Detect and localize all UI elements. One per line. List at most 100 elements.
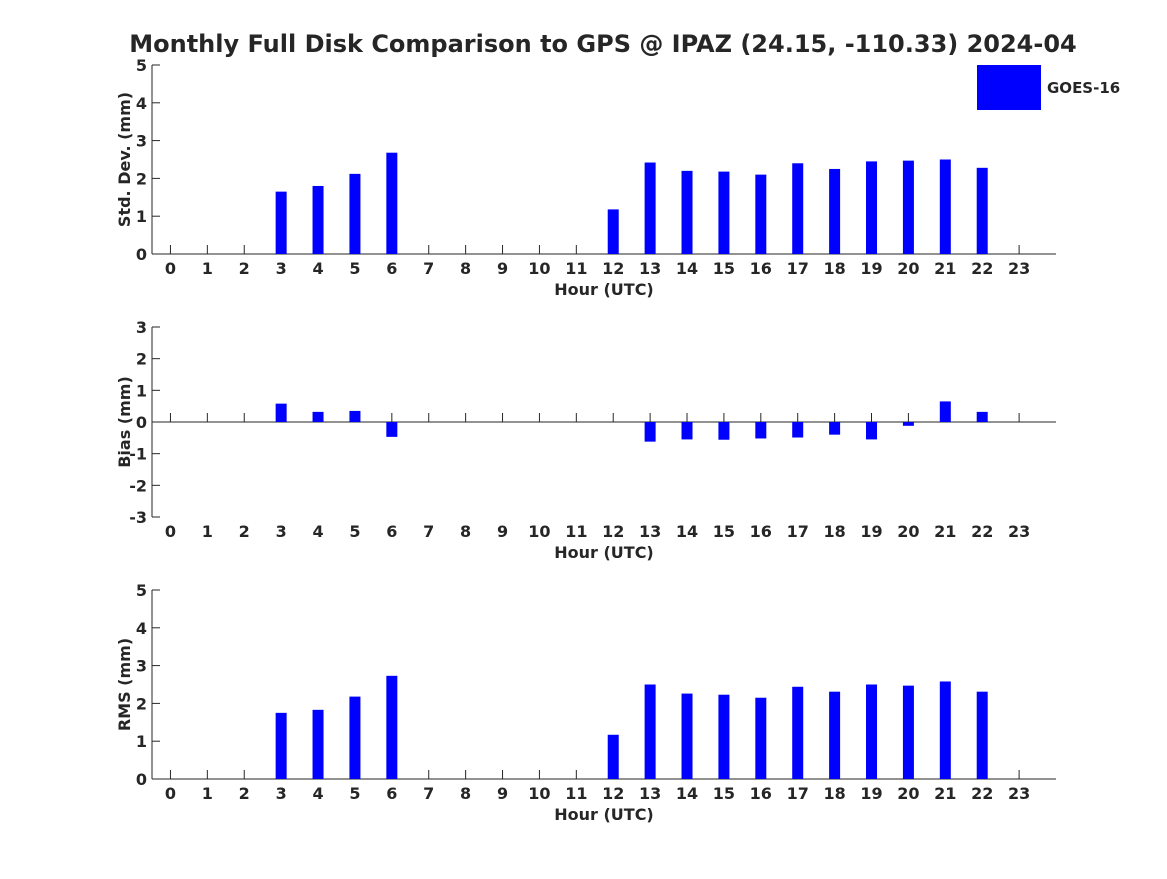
- x-tick-label: 14: [676, 784, 698, 803]
- x-tick-label: 6: [386, 784, 397, 803]
- x-tick-label: 7: [423, 784, 434, 803]
- x-tick-label: 11: [565, 259, 587, 278]
- x-tick-label: 14: [676, 259, 698, 278]
- x-tick-label: 3: [276, 784, 287, 803]
- bar-hour-22: [976, 167, 988, 254]
- x-tick-label: 0: [165, 259, 176, 278]
- bar-hour-3: [275, 403, 287, 422]
- y-tick-label: -3: [129, 508, 147, 527]
- bar-hour-17: [792, 422, 804, 438]
- x-tick-label: 16: [750, 522, 772, 541]
- x-axis-label: Hour (UTC): [554, 280, 654, 299]
- y-axis-label: RMS (mm): [115, 638, 134, 731]
- bar-hour-3: [275, 712, 287, 779]
- bar-hour-15: [718, 422, 730, 440]
- x-tick-label: 7: [423, 522, 434, 541]
- bar-hour-6: [386, 152, 398, 254]
- x-axis-label: Hour (UTC): [554, 543, 654, 562]
- bar-hour-12: [607, 209, 619, 254]
- y-tick-label: 5: [136, 56, 147, 75]
- x-tick-label: 20: [897, 522, 919, 541]
- x-tick-label: 4: [312, 784, 323, 803]
- bar-hour-15: [718, 171, 730, 254]
- bar-hour-13: [644, 162, 656, 254]
- y-tick-label: 5: [136, 581, 147, 600]
- x-tick-label: 6: [386, 259, 397, 278]
- bar-hour-5: [349, 410, 361, 422]
- x-tick-label: 10: [528, 522, 550, 541]
- x-tick-label: 20: [897, 784, 919, 803]
- y-tick-label: 3: [136, 132, 147, 151]
- bar-hour-19: [866, 684, 878, 779]
- y-tick-label: 3: [136, 657, 147, 676]
- x-tick-label: 1: [202, 522, 213, 541]
- x-tick-label: 15: [713, 784, 735, 803]
- x-tick-label: 5: [349, 522, 360, 541]
- x-tick-label: 9: [497, 784, 508, 803]
- x-tick-label: 13: [639, 522, 661, 541]
- y-tick-label: 2: [136, 694, 147, 713]
- x-tick-label: 2: [239, 522, 250, 541]
- bar-hour-14: [681, 693, 693, 779]
- x-axis-label: Hour (UTC): [554, 805, 654, 824]
- x-tick-label: 23: [1008, 259, 1030, 278]
- x-tick-label: 22: [971, 259, 993, 278]
- bar-hour-12: [607, 734, 619, 779]
- x-tick-label: 12: [602, 784, 624, 803]
- bar-hour-15: [718, 694, 730, 779]
- x-tick-label: 21: [934, 522, 956, 541]
- x-tick-label: 22: [971, 522, 993, 541]
- x-tick-label: 20: [897, 259, 919, 278]
- bar-hour-5: [349, 173, 361, 254]
- x-tick-label: 4: [312, 259, 323, 278]
- y-tick-label: 2: [136, 350, 147, 369]
- bar-hour-4: [312, 709, 324, 779]
- y-tick-label: -1: [129, 445, 147, 464]
- x-tick-label: 0: [165, 522, 176, 541]
- y-tick-label: 4: [136, 94, 147, 113]
- x-tick-label: 3: [276, 522, 287, 541]
- bar-hour-18: [829, 691, 841, 779]
- x-tick-label: 5: [349, 259, 360, 278]
- x-tick-label: 11: [565, 522, 587, 541]
- bar-hour-20: [902, 422, 914, 426]
- y-tick-label: 1: [136, 732, 147, 751]
- x-tick-label: 17: [787, 784, 809, 803]
- x-tick-label: 18: [823, 259, 845, 278]
- bar-hour-16: [755, 697, 767, 779]
- bar-hour-4: [312, 411, 324, 422]
- x-tick-label: 23: [1008, 522, 1030, 541]
- y-tick-label: 0: [136, 770, 147, 789]
- x-tick-label: 15: [713, 522, 735, 541]
- x-tick-label: 19: [860, 259, 882, 278]
- bar-hour-21: [939, 159, 951, 254]
- x-tick-label: 2: [239, 259, 250, 278]
- x-tick-label: 8: [460, 522, 471, 541]
- x-tick-label: 1: [202, 784, 213, 803]
- y-tick-label: 4: [136, 619, 147, 638]
- x-tick-label: 8: [460, 784, 471, 803]
- bar-hour-6: [386, 675, 398, 779]
- y-tick-label: 1: [136, 207, 147, 226]
- bar-hour-18: [829, 422, 841, 435]
- bar-hour-16: [755, 422, 767, 439]
- bar-hour-13: [644, 684, 656, 779]
- x-tick-label: 19: [860, 784, 882, 803]
- bar-hour-14: [681, 422, 693, 440]
- x-tick-label: 21: [934, 784, 956, 803]
- x-tick-label: 22: [971, 784, 993, 803]
- x-tick-label: 18: [823, 522, 845, 541]
- x-tick-label: 21: [934, 259, 956, 278]
- x-tick-label: 12: [602, 259, 624, 278]
- bar-hour-22: [976, 691, 988, 779]
- x-tick-label: 10: [528, 784, 550, 803]
- bar-hour-18: [829, 168, 841, 254]
- x-tick-label: 23: [1008, 784, 1030, 803]
- x-tick-label: 11: [565, 784, 587, 803]
- x-tick-label: 9: [497, 259, 508, 278]
- bar-hour-22: [976, 411, 988, 422]
